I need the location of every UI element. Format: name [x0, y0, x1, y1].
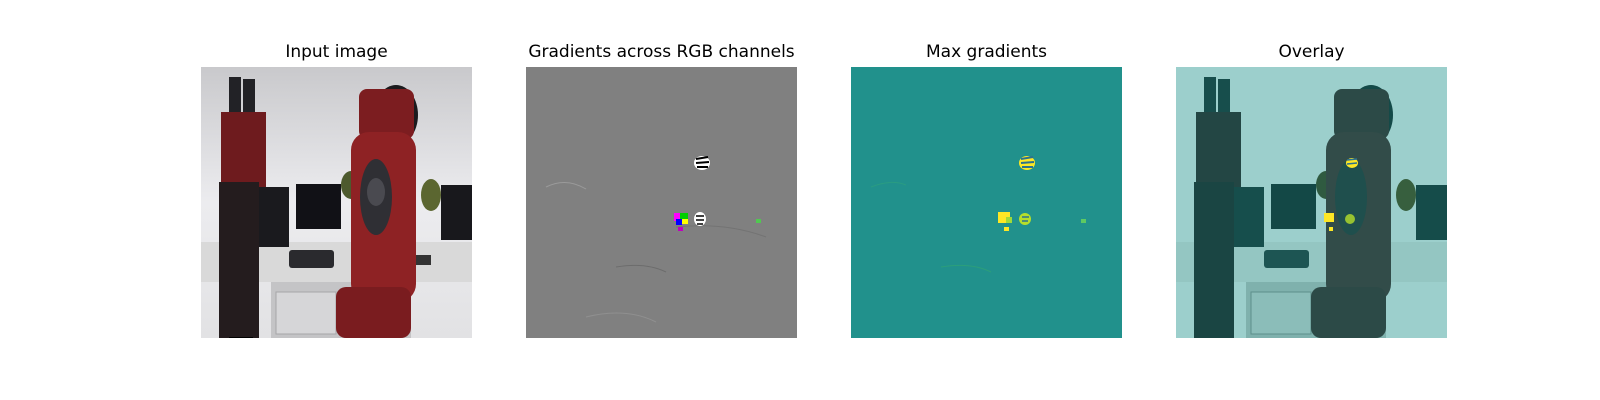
lower-gradient-hotspot [674, 212, 761, 231]
overlay-image [1176, 67, 1447, 338]
rgb-gradients-image [526, 67, 797, 338]
upper-gradient-hotspot [694, 156, 710, 170]
max-gradients-image [851, 67, 1122, 338]
input-image [201, 67, 472, 338]
panel-title-gradients: Gradients across RGB channels [528, 42, 795, 62]
panel-title-input: Input image [285, 42, 388, 62]
panel-title-overlay: Overlay [1278, 42, 1345, 62]
upper-max-hotspot [1019, 156, 1035, 170]
rgb-gradients-panel [526, 67, 797, 338]
input-image-panel [201, 67, 472, 338]
lower-max-hotspot [998, 212, 1086, 231]
max-gradients-panel [851, 67, 1122, 338]
overlay-panel [1176, 67, 1447, 338]
panel-title-max: Max gradients [925, 42, 1048, 62]
